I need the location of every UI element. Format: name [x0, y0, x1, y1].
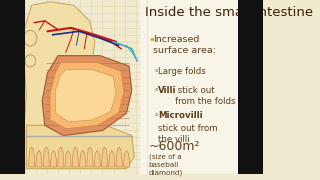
- Polygon shape: [58, 147, 64, 167]
- Text: ◦: ◦: [154, 111, 159, 120]
- Polygon shape: [65, 150, 71, 167]
- Polygon shape: [43, 147, 49, 167]
- Polygon shape: [123, 150, 130, 167]
- Text: ◦: ◦: [154, 67, 159, 76]
- Polygon shape: [80, 150, 86, 167]
- Polygon shape: [55, 70, 116, 122]
- Polygon shape: [26, 125, 134, 169]
- Text: •: •: [149, 35, 156, 45]
- Bar: [0, 0, 25, 174]
- Polygon shape: [28, 147, 35, 167]
- Polygon shape: [109, 150, 115, 167]
- Text: stick out from
the villi: stick out from the villi: [158, 124, 218, 145]
- Text: ~600m²: ~600m²: [149, 140, 200, 153]
- Polygon shape: [116, 147, 122, 167]
- Text: Villi: Villi: [158, 86, 177, 95]
- Polygon shape: [36, 150, 42, 167]
- Text: ◦: ◦: [154, 86, 159, 95]
- Polygon shape: [101, 147, 108, 167]
- Bar: [140, 0, 238, 174]
- Text: stick out
from the folds: stick out from the folds: [175, 86, 236, 106]
- Text: Large folds: Large folds: [158, 67, 206, 76]
- Polygon shape: [50, 150, 57, 167]
- Bar: [25, 0, 140, 174]
- Polygon shape: [94, 150, 100, 167]
- Text: (size of a
baseball
diamond): (size of a baseball diamond): [149, 154, 183, 176]
- Text: Increased
surface area:: Increased surface area:: [153, 35, 216, 55]
- Polygon shape: [42, 56, 132, 136]
- Polygon shape: [50, 63, 124, 129]
- Text: Microvilli: Microvilli: [158, 111, 203, 120]
- Polygon shape: [87, 147, 93, 167]
- Polygon shape: [72, 147, 78, 167]
- Bar: [238, 0, 263, 174]
- Polygon shape: [24, 2, 105, 169]
- Text: Inside the small intestine: Inside the small intestine: [145, 6, 313, 19]
